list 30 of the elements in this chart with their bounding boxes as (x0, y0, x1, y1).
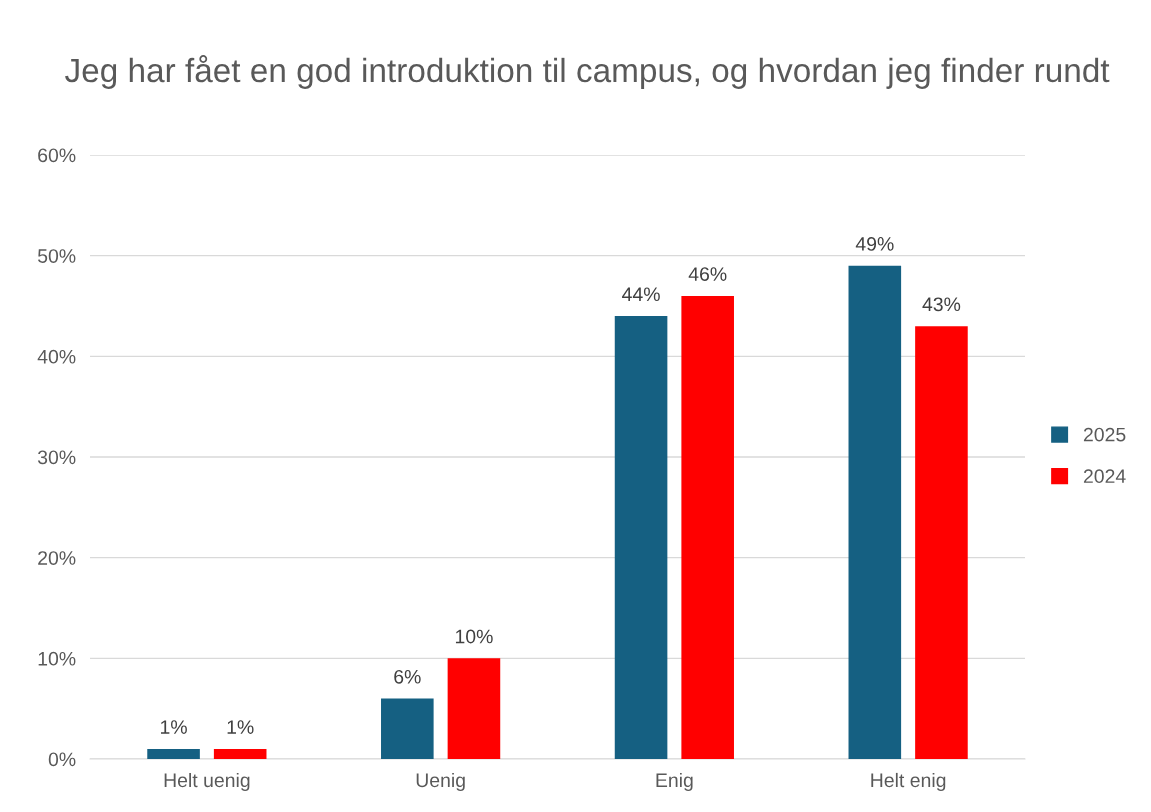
bar (915, 326, 968, 759)
y-tick-label: 30% (37, 450, 76, 465)
data-label: 44% (622, 287, 660, 302)
y-tick-label: 60% (38, 148, 76, 163)
bar (614, 316, 668, 759)
y-tick-label: 10% (38, 651, 76, 666)
data-label: 46% (688, 267, 727, 281)
y-tick-label: 40% (37, 349, 76, 364)
x-tick-label: Helt uenig (164, 772, 250, 792)
bar (213, 748, 267, 759)
x-tick-label: Enig (656, 772, 693, 792)
bar (848, 265, 902, 759)
y-tick-label: 20% (38, 551, 76, 565)
data-label: 1% (161, 720, 187, 734)
bar (447, 658, 501, 759)
data-label: 1% (227, 720, 254, 734)
bar (381, 698, 434, 759)
y-tick-label: 0% (48, 752, 76, 767)
data-label: 10% (455, 629, 493, 644)
bar (147, 748, 200, 759)
x-tick-label: Helt enig (871, 772, 946, 792)
data-label: 6% (394, 669, 421, 684)
x-tick-label: Uenig (416, 772, 465, 792)
legend-label: 2025 (1083, 427, 1126, 442)
legend-label: 2024 (1083, 469, 1126, 484)
bar (681, 295, 734, 759)
chart-title: Jeg har fået en god introduktion til campus, og hvordan jeg finder rundt (65, 55, 1110, 89)
data-label: 49% (855, 237, 894, 251)
data-label: 43% (922, 297, 961, 312)
y-tick-label: 50% (37, 249, 76, 263)
